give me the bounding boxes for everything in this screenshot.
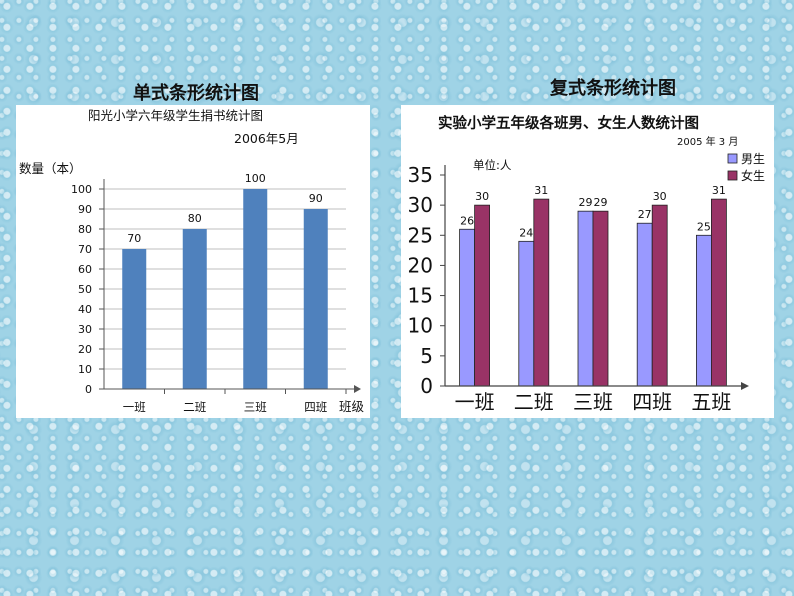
chart2-data-label: 24 (519, 226, 533, 239)
legend-boys-swatch (727, 153, 738, 164)
chart2-category-label: 一班 (455, 390, 495, 414)
legend-girls-label: 女生 (741, 168, 765, 183)
chart2-unit-label: 单位:人 (473, 158, 512, 172)
chart2-data-label: 29 (579, 196, 593, 209)
chart1-data-label: 80 (188, 212, 202, 225)
grouped-bar-chart: 实验小学五年级各班男、女生人数统计图 2005 年 3 月 单位:人 男生女生 … (408, 114, 765, 414)
chart1-ytick-label: 70 (78, 243, 92, 256)
chart2-ytick-label: 30 (408, 193, 433, 217)
chart1-ytick-label: 80 (78, 223, 92, 236)
chart2-data-label: 30 (653, 190, 667, 203)
chart1-data-label: 70 (127, 232, 141, 245)
chart1-ytick-label: 40 (78, 303, 92, 316)
chart1-ylabel: 数量（本） (19, 161, 82, 176)
chart1-data-label: 100 (245, 172, 266, 185)
chart2-data-label: 29 (594, 196, 608, 209)
chart2-category-label: 二班 (514, 390, 554, 414)
chart2-bar-boys (636, 222, 653, 387)
chart2-ytick-label: 10 (408, 314, 433, 338)
chart2-ytick-label: 15 (408, 284, 433, 308)
chart1-data-label: 90 (309, 192, 323, 205)
chart2-category-label: 三班 (573, 390, 613, 414)
chart1-bar (182, 229, 207, 389)
chart2-data-label: 27 (638, 208, 652, 221)
chart1-ytick-label: 50 (78, 283, 92, 296)
chart1-xlabel: 班级 (339, 399, 365, 414)
chart2-ytick-label: 0 (420, 374, 433, 398)
chart2-bar-girls (651, 204, 668, 387)
chart1-category-label: 三班 (244, 400, 267, 414)
legend-boys-label: 男生 (741, 152, 765, 166)
chart1-category-label: 一班 (123, 400, 146, 414)
chart2-data-label: 25 (697, 220, 711, 233)
chart2-category-label: 五班 (691, 390, 731, 414)
chart2-bar-boys (459, 228, 475, 387)
chart2-ytick-label: 25 (408, 223, 433, 247)
chart2-bar-boys (695, 234, 712, 387)
chart2-ytick-label: 35 (408, 163, 433, 187)
chart2-data-label: 31 (534, 184, 548, 197)
chart2-bar-girls (533, 198, 550, 387)
chart2-bar-girls (474, 204, 490, 387)
chart1-x-axis-arrow (354, 385, 361, 393)
chart2-x-axis-arrow (741, 382, 749, 390)
chart1-ytick-label: 0 (85, 383, 92, 396)
chart2-ytick-label: 5 (420, 344, 433, 368)
chart1-ytick-label: 90 (78, 203, 92, 216)
chart1-bar (303, 209, 328, 389)
chart2-bar-girls (710, 198, 727, 387)
chart1-title: 阳光小学六年级学生捐书统计图 (88, 108, 263, 123)
chart1-ytick-label: 30 (78, 323, 92, 336)
chart2-category-label: 四班 (632, 390, 672, 414)
chart1-ytick-label: 20 (78, 343, 92, 356)
chart1-category-label: 四班 (304, 400, 327, 414)
single-bar-chart: 阳光小学六年级学生捐书统计图 2006年5月 数量（本） 班级 0 10 20 30 4… (19, 108, 365, 414)
chart2-data-label: 26 (460, 214, 474, 227)
chart2-bar-boys (577, 210, 594, 387)
chart2-data-label: 31 (712, 184, 726, 197)
chart2-ytick-label: 20 (408, 253, 433, 277)
grouped-bar-chart-panel: 实验小学五年级各班男、女生人数统计图 2005 年 3 月 单位:人 男生 女生 … (401, 105, 774, 418)
chart2-data-label: 30 (475, 190, 489, 203)
right-caption: 复式条形统计图 (550, 78, 676, 99)
chart2-title: 实验小学五年级各班男、女生人数统计图 (438, 114, 699, 132)
chart1-bar (122, 249, 147, 389)
single-bar-chart-panel: 阳光小学六年级学生捐书统计图 2006年5月 数量（本） 班级 0 10 20 30 4… (16, 105, 370, 418)
legend-girls-swatch (727, 170, 738, 181)
chart1-ytick-label: 100 (71, 183, 92, 196)
left-caption: 单式条形统计图 (133, 83, 259, 104)
chart1-ytick-label: 60 (78, 263, 92, 276)
chart1-category-label: 二班 (183, 400, 206, 414)
chart1-subtitle: 2006年5月 (234, 131, 299, 146)
chart2-subtitle: 2005 年 3 月 (677, 135, 738, 148)
chart1-ytick-label: 10 (78, 363, 92, 376)
chart2-bar-girls (592, 210, 609, 387)
chart1-bar (243, 189, 268, 389)
chart2-bar-boys (518, 240, 535, 387)
